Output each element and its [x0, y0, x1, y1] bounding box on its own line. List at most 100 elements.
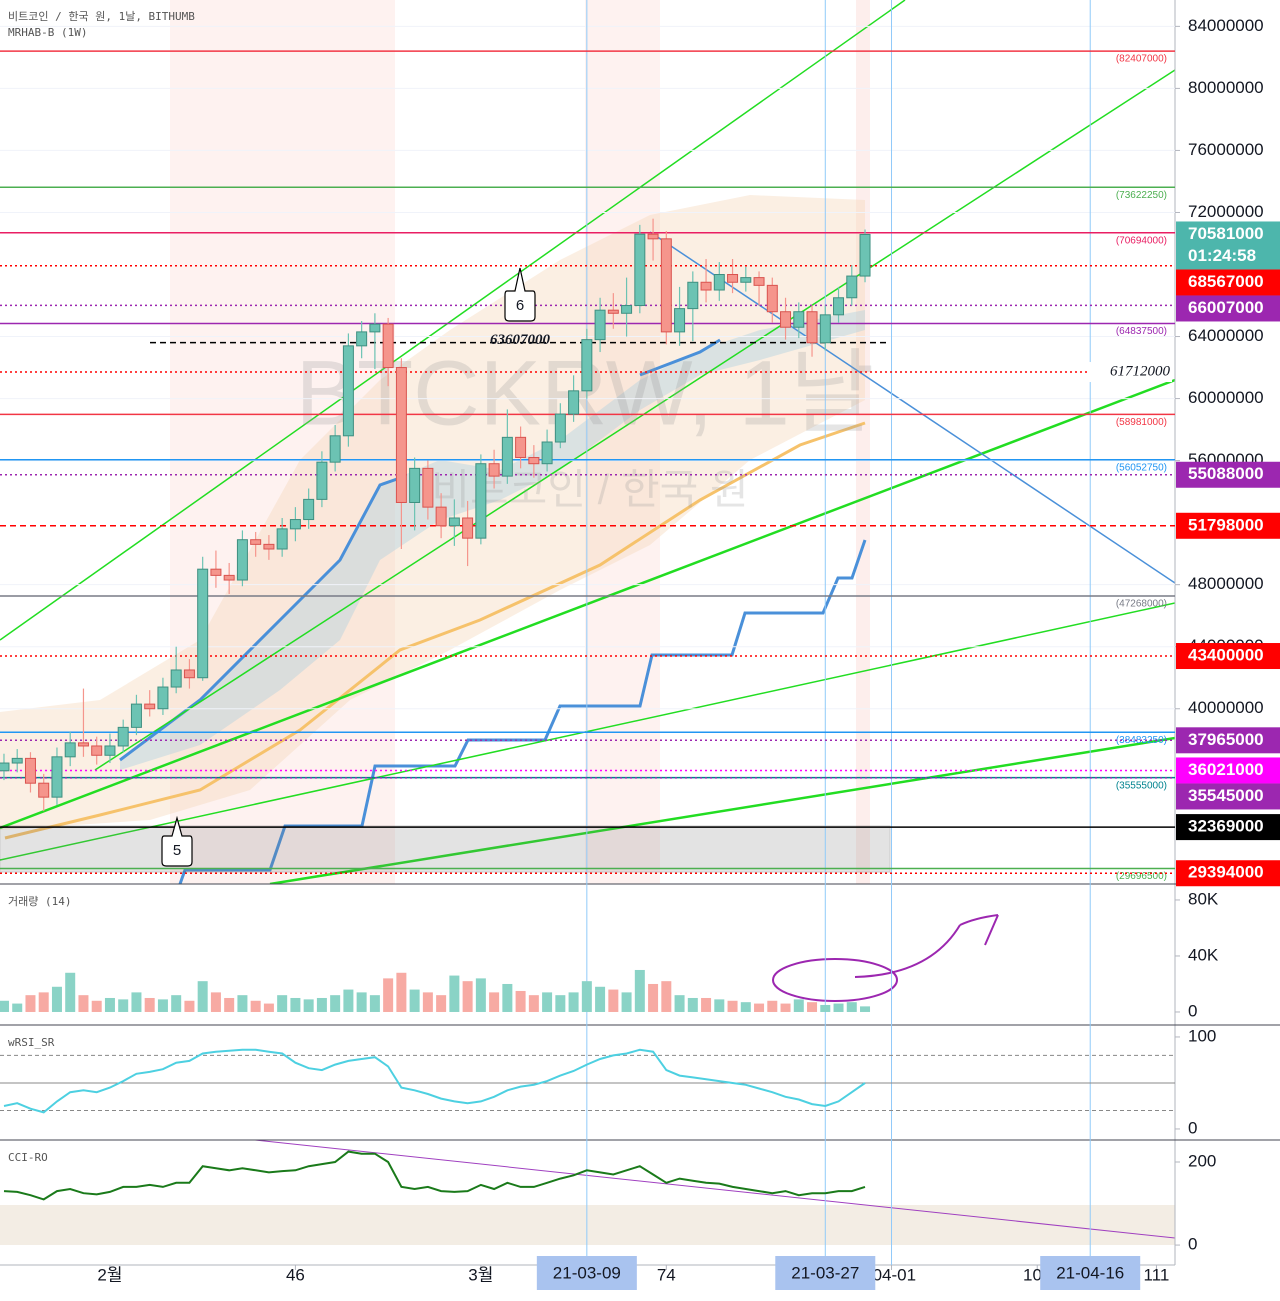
price-label-box — [1176, 757, 1280, 784]
y-tick-label: 0 — [1188, 1235, 1197, 1254]
level-note: (73622250) — [1116, 190, 1167, 201]
trend-line — [0, 602, 1175, 861]
crosshair-label: 21-03-27 — [791, 1263, 859, 1282]
candle-body — [382, 323, 394, 369]
candle-body — [687, 281, 699, 310]
volume-bar — [436, 995, 447, 1012]
candle-body — [11, 757, 23, 764]
candle-body — [594, 309, 606, 341]
volume-bar — [78, 995, 89, 1012]
volume-bar — [51, 986, 62, 1012]
y-tick-label: 0 — [1188, 1001, 1197, 1020]
x-tick-label: 2월 — [97, 1265, 122, 1284]
volume-bar — [396, 972, 407, 1012]
range-box — [0, 825, 891, 873]
volume-bar — [263, 1003, 274, 1012]
candle-body — [713, 274, 725, 291]
candle-body — [64, 742, 76, 758]
level-inline-label: 63607000 — [490, 332, 551, 348]
candle-body — [329, 435, 341, 463]
volume-bar — [290, 997, 301, 1012]
candle-body — [846, 275, 858, 299]
chart-subtitle: MRHAB-B (1W) — [8, 26, 87, 39]
y-tick-label: 84000000 — [1188, 16, 1264, 35]
price-label-box — [1176, 727, 1280, 754]
price-label: 55088000 — [1188, 464, 1264, 483]
candle-body — [568, 390, 580, 415]
price-label-box — [1176, 221, 1280, 270]
candle-body — [607, 309, 619, 314]
volume-bar — [542, 992, 553, 1012]
price-label-box — [1176, 643, 1280, 670]
candle-body — [819, 314, 831, 344]
crosshair-label-box — [536, 1256, 637, 1290]
volume-bar — [210, 992, 221, 1012]
volume-bar — [104, 997, 115, 1012]
candle-body — [634, 233, 646, 307]
candle-body — [144, 703, 156, 710]
candle-body — [700, 281, 712, 291]
trend-line — [0, 0, 906, 641]
candle-body — [422, 467, 434, 508]
candle-body — [170, 669, 182, 688]
candle-body — [342, 345, 354, 437]
moving-average — [4, 421, 866, 840]
volume-bar — [489, 992, 500, 1012]
highlight-band — [585, 0, 660, 884]
cci-band — [0, 1205, 1175, 1245]
callout — [161, 815, 193, 867]
trend-line — [269, 736, 1175, 884]
candle-body — [157, 686, 169, 710]
y-tick-label: 72000000 — [1188, 202, 1264, 221]
candle-body — [674, 308, 686, 333]
candle-body — [475, 463, 487, 539]
candle-body — [303, 498, 315, 521]
trend-line — [254, 1139, 1176, 1239]
highlight-band — [170, 0, 395, 884]
y-tick-label: 64000000 — [1188, 326, 1264, 345]
candle-body — [289, 519, 301, 530]
x-tick-label: -04-01 — [867, 1265, 916, 1284]
candle-body — [766, 284, 778, 313]
level-note: (82407000) — [1116, 54, 1167, 65]
volume-bar — [807, 1002, 818, 1012]
indicator-line — [3, 1048, 866, 1114]
volume-bar — [648, 983, 659, 1012]
candle-body — [91, 745, 103, 756]
candle-body — [581, 339, 593, 392]
candle-body — [541, 441, 553, 465]
candle-body — [104, 745, 116, 756]
price-label: 70581000 — [1188, 224, 1264, 243]
volume-bar — [157, 999, 168, 1012]
volume-bar — [714, 999, 725, 1012]
volume-bar — [224, 997, 235, 1012]
level-note: (58981000) — [1116, 417, 1167, 428]
price-label: 29394000 — [1188, 863, 1264, 882]
y-tick-label: 76000000 — [1188, 140, 1264, 159]
candle-body — [356, 331, 368, 347]
price-label-box — [1176, 860, 1280, 887]
candle-body — [276, 528, 288, 550]
price-label: 43400000 — [1188, 646, 1264, 665]
x-tick-label: 111 — [1144, 1265, 1170, 1284]
volume-bar — [581, 981, 592, 1012]
hand-drawn-circle — [772, 958, 898, 1002]
candle-body — [647, 233, 659, 240]
volume-bar — [621, 992, 632, 1012]
level-note: (70694000) — [1116, 235, 1167, 246]
candle-body — [250, 539, 262, 545]
panel-title: 거래량 (14) — [8, 895, 71, 908]
hand-drawn-arrow — [854, 914, 999, 978]
volume-bar — [277, 995, 288, 1012]
level-note: (56052750) — [1116, 462, 1167, 473]
x-tick-label: 46 — [286, 1265, 305, 1284]
trend-line — [0, 378, 1175, 830]
volume-bar — [409, 989, 420, 1012]
y-tick-label: 40000000 — [1188, 698, 1264, 717]
volume-bar — [502, 983, 513, 1012]
volume-bar — [131, 992, 142, 1012]
candle-body — [528, 457, 540, 465]
volume-bar — [316, 997, 327, 1012]
panel-title: wRSI_SR — [8, 1036, 55, 1049]
candle-body — [753, 277, 765, 286]
